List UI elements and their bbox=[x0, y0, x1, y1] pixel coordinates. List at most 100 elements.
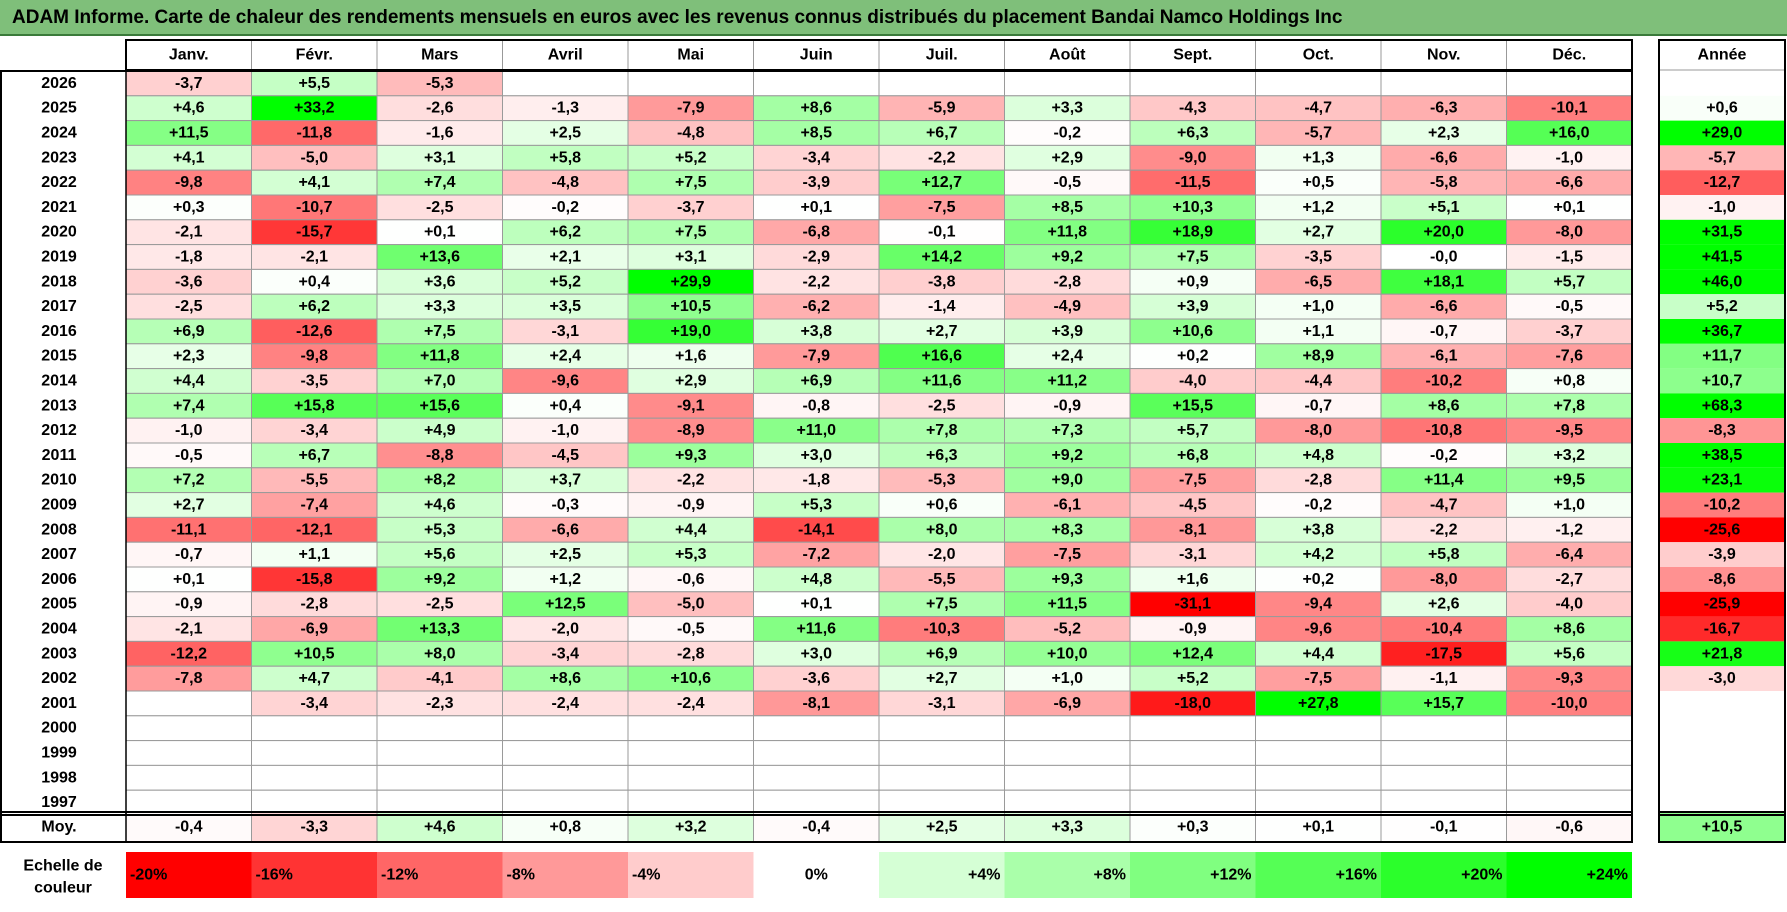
annual-cell bbox=[1659, 542, 1785, 567]
scale-step-label: +16% bbox=[1336, 867, 1377, 884]
annual-cell bbox=[1659, 294, 1785, 319]
average-label: Moy. bbox=[41, 819, 76, 836]
cell-value: -9,6 bbox=[551, 373, 579, 390]
cell-value: -2,7 bbox=[1555, 571, 1583, 588]
cell-value: +0,4 bbox=[298, 273, 330, 290]
heatmap-cell bbox=[1380, 467, 1507, 494]
cell-value: +1,6 bbox=[1177, 571, 1209, 588]
year-label: 2005 bbox=[41, 596, 77, 613]
average-value: +0,8 bbox=[549, 819, 581, 836]
cell-value: +10,5 bbox=[671, 298, 712, 315]
month-header: Janv. bbox=[169, 47, 209, 64]
heatmap-cell bbox=[753, 492, 880, 518]
heatmap-cell bbox=[125, 789, 252, 816]
scale-step-label: -20% bbox=[130, 867, 167, 884]
year-label: 2011 bbox=[42, 447, 77, 464]
cell-value: -9,3 bbox=[1555, 670, 1583, 687]
cell-value: +3,0 bbox=[800, 645, 832, 662]
cell-value: -0,2 bbox=[1053, 125, 1081, 142]
heatmap-cell bbox=[1004, 318, 1131, 345]
heatmap-cell bbox=[1380, 70, 1507, 97]
scale-step-label: +8% bbox=[1094, 867, 1126, 884]
heatmap-cell bbox=[502, 764, 629, 791]
annual-cell bbox=[1659, 120, 1785, 146]
heatmap-cell bbox=[125, 764, 252, 791]
heatmap-cell bbox=[1380, 591, 1507, 618]
heatmap-cell bbox=[1255, 541, 1382, 568]
heatmap-cell bbox=[1506, 343, 1633, 370]
heatmap-cell bbox=[376, 789, 503, 816]
cell-value: +7,5 bbox=[1177, 249, 1209, 266]
cell-value: -6,9 bbox=[1053, 695, 1081, 712]
heatmap-cell bbox=[1506, 95, 1633, 122]
scale-step-label: -16% bbox=[256, 867, 293, 884]
scale-step-label: 0% bbox=[805, 867, 828, 884]
cell-value: -3,8 bbox=[928, 273, 956, 290]
cell-value: +7,5 bbox=[424, 323, 456, 340]
heatmap-cell bbox=[627, 293, 754, 320]
cell-value: -15,8 bbox=[296, 571, 333, 588]
annual-cell bbox=[1659, 591, 1785, 617]
cell-value: -0,8 bbox=[802, 397, 830, 414]
heatmap-cell bbox=[1255, 293, 1382, 320]
annual-value: -8,3 bbox=[1708, 422, 1736, 439]
cell-value: +8,0 bbox=[424, 645, 456, 662]
month-header: Sept. bbox=[1173, 47, 1212, 64]
heatmap-cell bbox=[1380, 715, 1507, 742]
heatmap-cell bbox=[125, 95, 252, 122]
cell-value: -6,6 bbox=[1555, 174, 1583, 191]
heatmap-cell bbox=[502, 368, 629, 394]
heatmap-cell bbox=[251, 144, 378, 171]
year-label: 2009 bbox=[41, 497, 77, 514]
cell-value: -10,8 bbox=[1426, 422, 1463, 439]
month-header-cell bbox=[878, 39, 1005, 71]
annual-value: -3,9 bbox=[1708, 546, 1736, 563]
heatmap-cell bbox=[376, 492, 503, 518]
cell-value: -7,6 bbox=[1555, 348, 1583, 365]
cell-value: -0,9 bbox=[175, 596, 203, 613]
cell-value: -1,0 bbox=[175, 422, 203, 439]
heatmap-cell bbox=[1129, 541, 1256, 568]
heatmap-cell bbox=[1255, 616, 1382, 642]
cell-value: +11,8 bbox=[1047, 224, 1087, 241]
annual-cell bbox=[1659, 517, 1785, 543]
heatmap-cell bbox=[627, 616, 754, 642]
cell-value: -1,8 bbox=[802, 472, 830, 489]
cell-value: +5,8 bbox=[1428, 546, 1460, 563]
cell-value: +2,3 bbox=[1428, 125, 1460, 142]
annual-value: -10,2 bbox=[1704, 497, 1741, 514]
cell-value: -3,7 bbox=[175, 75, 203, 92]
cell-value: -10,1 bbox=[1551, 100, 1588, 117]
cell-value: +0,9 bbox=[1177, 273, 1209, 290]
cell-value: +5,7 bbox=[1553, 273, 1585, 290]
cell-value: -1,2 bbox=[1555, 521, 1583, 538]
cell-value: -7,5 bbox=[928, 199, 956, 216]
cell-value: -5,7 bbox=[1304, 125, 1332, 142]
heatmap-cell bbox=[1129, 715, 1256, 742]
heatmap-cell bbox=[1255, 392, 1382, 419]
heatmap-cell bbox=[753, 516, 880, 543]
cell-value: +7,2 bbox=[173, 472, 205, 489]
cell-value: -6,9 bbox=[300, 621, 328, 638]
heatmap-cell bbox=[878, 392, 1005, 419]
heatmap-cell bbox=[376, 640, 503, 667]
heatmap-cell bbox=[502, 293, 629, 320]
cell-value: +10,6 bbox=[1173, 323, 1214, 340]
cell-value: -7,2 bbox=[802, 546, 830, 563]
heatmap-cell bbox=[878, 690, 1005, 717]
cell-value: -0,7 bbox=[175, 546, 203, 563]
average-value: -0,6 bbox=[1555, 819, 1583, 836]
cell-value: -6,8 bbox=[802, 224, 830, 241]
cell-value: -31,1 bbox=[1175, 596, 1212, 613]
heatmap-cell bbox=[1506, 492, 1633, 518]
cell-value: +5,7 bbox=[1177, 422, 1209, 439]
heatmap-cell bbox=[251, 219, 378, 246]
scale-swatch bbox=[879, 852, 1005, 898]
cell-value: +6,3 bbox=[926, 447, 958, 464]
heatmap-cell bbox=[1380, 764, 1507, 791]
cell-value: +6,2 bbox=[298, 298, 330, 315]
heatmap-cell bbox=[1506, 244, 1633, 270]
cell-value: -5,0 bbox=[677, 596, 705, 613]
heatmap-cell bbox=[1506, 268, 1633, 295]
year-label: 2016 bbox=[41, 323, 77, 340]
